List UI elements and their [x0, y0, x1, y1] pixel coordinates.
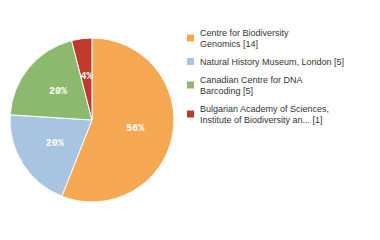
svg-text:56%: 56%	[126, 123, 144, 134]
svg-text:Natural History Museum, London: Natural History Museum, London [5]	[200, 57, 344, 67]
svg-text:Bulgarian Academy of Sciences,: Bulgarian Academy of Sciences,	[200, 104, 329, 114]
svg-text:Institute of Biodiversity an..: Institute of Biodiversity an... [1]	[200, 115, 323, 125]
svg-text:Genomics [14]: Genomics [14]	[200, 39, 258, 49]
svg-text:Canadian Centre for DNA: Canadian Centre for DNA	[200, 75, 303, 85]
svg-text:Centre for Biodiversity: Centre for Biodiversity	[200, 28, 289, 38]
svg-text:20%: 20%	[49, 86, 67, 97]
svg-text:4%: 4%	[80, 71, 92, 82]
svg-text:20%: 20%	[46, 138, 64, 149]
svg-text:Barcoding [5]: Barcoding [5]	[200, 86, 253, 96]
